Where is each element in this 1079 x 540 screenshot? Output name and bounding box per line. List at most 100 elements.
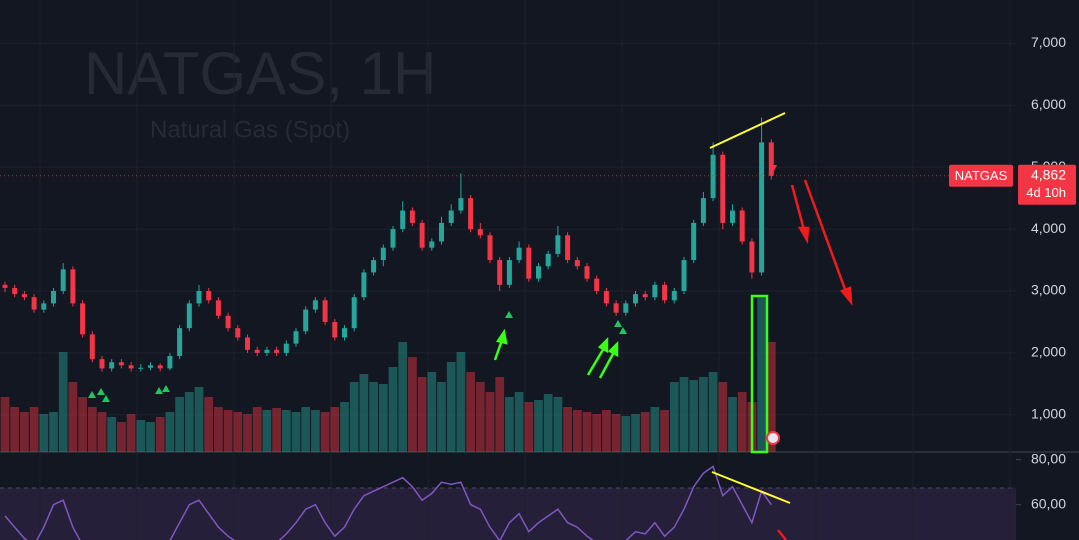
volume-bar: [592, 414, 602, 452]
volume-bar: [320, 412, 330, 452]
volume-bar: [446, 362, 456, 452]
candle-body: [303, 309, 309, 332]
volume-bar: [340, 402, 349, 452]
watermark-title: NATGAS, 1H: [84, 40, 436, 107]
annotations: [88, 112, 853, 540]
volume-bar: [728, 397, 737, 452]
candle-body: [565, 235, 571, 261]
volume-bar: [563, 407, 572, 452]
candle-body: [51, 291, 56, 304]
candle-body: [710, 154, 716, 199]
volume-bar: [29, 407, 39, 452]
volume-bar: [631, 414, 640, 452]
volume-bar: [572, 410, 582, 452]
volume-bar: [602, 410, 611, 452]
candle-body: [506, 260, 512, 285]
volume-bar: [359, 374, 369, 452]
candle-body: [468, 198, 474, 230]
candle-body: [41, 303, 47, 310]
candle-body: [225, 315, 231, 329]
volume-bar: [427, 372, 437, 452]
volume-bar: [281, 410, 291, 452]
volume-bar: [233, 412, 243, 452]
volume-bar: [534, 400, 543, 452]
rsi-tick-label: 60,00: [1031, 495, 1066, 511]
candle-body: [448, 210, 454, 223]
candle-body: [400, 210, 406, 230]
volume-bar: [146, 422, 155, 452]
candle-body: [332, 321, 338, 338]
volume-bar: [437, 382, 446, 452]
volume-bar: [475, 382, 485, 452]
candle-body: [21, 294, 27, 298]
volume-bar: [582, 412, 592, 452]
volume-bar: [58, 352, 68, 452]
volume-bar: [136, 420, 146, 452]
candle-body: [128, 365, 134, 369]
volume-bar: [718, 382, 728, 452]
volume-bar: [417, 377, 427, 452]
volume-bar: [621, 416, 631, 452]
volume-bar: [301, 407, 311, 452]
candle-body: [371, 260, 377, 273]
volume-bar: [398, 342, 408, 452]
volume-bar: [272, 408, 281, 452]
volume-bar: [204, 397, 214, 452]
volume-bar: [679, 377, 689, 452]
countdown-label: 4d 10h: [1026, 185, 1066, 200]
candle-body: [312, 300, 318, 310]
candle-body: [245, 337, 250, 350]
candle-body: [264, 349, 270, 353]
volume-bar: [194, 387, 204, 452]
candle-body: [458, 198, 464, 211]
green-arrows: [493, 328, 619, 379]
volume-bar: [514, 392, 524, 452]
candle-body: [235, 328, 241, 338]
volume-bar: [243, 414, 252, 452]
candle-body: [749, 241, 755, 273]
candle-body: [2, 284, 8, 288]
candle-body: [633, 294, 638, 304]
candle-body: [730, 210, 735, 223]
volume-bar: [456, 352, 466, 452]
volume-bar: [97, 412, 107, 452]
volume-bar: [107, 417, 117, 452]
volume-bar: [650, 407, 660, 452]
volume-bar: [262, 410, 272, 452]
candle-body: [89, 334, 95, 360]
candle-body: [206, 291, 212, 301]
candle-body: [594, 278, 600, 292]
candle-body: [390, 229, 396, 248]
candle-body: [274, 349, 280, 353]
volume-bar: [505, 397, 514, 452]
volume-bar: [524, 402, 534, 452]
y-tick-label: 7,000: [1031, 34, 1066, 50]
symbol-tag: [949, 164, 1013, 187]
volume-bar: [252, 407, 262, 452]
volume-bar: [223, 410, 233, 452]
candle-body: [642, 294, 648, 298]
candle-body: [700, 198, 706, 223]
candle-body: [584, 266, 590, 279]
volume-bar: [117, 422, 126, 452]
candle-body: [177, 328, 183, 357]
volume-bar: [214, 407, 223, 452]
candle-body: [439, 222, 444, 242]
watermark-subtitle: Natural Gas (Spot): [150, 116, 350, 143]
candle-body: [70, 269, 76, 304]
candle-body: [167, 356, 173, 369]
volume-bar: [640, 412, 650, 452]
candle-body: [545, 253, 551, 267]
candle-body: [516, 247, 522, 261]
volume-bar: [466, 372, 475, 452]
price-tag: [1018, 164, 1076, 205]
volume-bar: [0, 397, 10, 452]
candle-body: [109, 362, 115, 369]
symbol-label: NATGAS: [955, 168, 1008, 183]
volume-bar: [708, 372, 718, 452]
y-tick-label: 4,000: [1031, 220, 1066, 236]
candle-body: [671, 291, 677, 301]
signal-markers: [88, 311, 627, 402]
volume-bar: [330, 407, 340, 452]
y-tick-label: 1,000: [1031, 406, 1066, 422]
